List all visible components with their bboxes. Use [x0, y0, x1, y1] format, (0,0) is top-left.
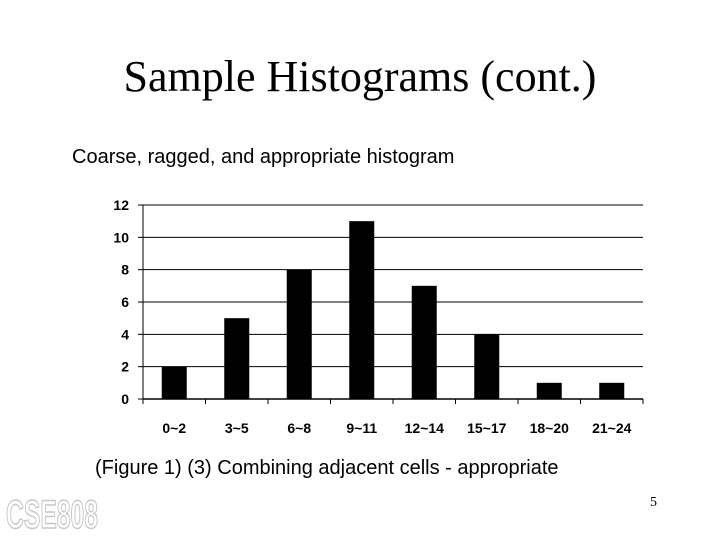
y-tick-label: 10 — [113, 229, 129, 245]
x-axis-ticks: 0~2 3~5 6~8 9~11 12~14 15~17 18~20 21~24 — [142, 399, 644, 436]
y-tick-label: 12 — [113, 197, 129, 213]
x-tick-label: 9~11 — [346, 420, 377, 436]
cse808-logo: CSE808 — [5, 492, 99, 534]
histogram-bar — [411, 285, 437, 399]
histogram-bar — [161, 366, 187, 399]
histogram-bar — [349, 221, 375, 399]
x-tick-label: 6~8 — [287, 420, 311, 436]
y-axis-ticks: 0 2 4 6 8 10 12 — [113, 197, 143, 407]
histogram-bar — [224, 318, 250, 399]
figure-caption: (Figure 1) (3) Combining adjacent cells … — [95, 457, 559, 479]
y-tick-label: 2 — [121, 359, 129, 375]
histogram-bar — [286, 269, 312, 399]
y-tick-label: 6 — [121, 294, 129, 310]
page-number: 5 — [650, 495, 657, 510]
x-tick-label: 3~5 — [225, 420, 249, 436]
x-tick-label: 12~14 — [405, 420, 445, 436]
y-tick-label: 4 — [121, 326, 129, 342]
x-tick-label: 0~2 — [162, 420, 186, 436]
svg-text:CSE808: CSE808 — [6, 493, 98, 534]
x-tick-label: 18~20 — [530, 420, 570, 436]
slide-subtitle: Coarse, ragged, and appropriate histogra… — [72, 146, 455, 168]
y-tick-label: 8 — [121, 262, 129, 278]
x-tick-label: 15~17 — [467, 420, 507, 436]
histogram-chart: 0 2 4 6 8 10 12 0~2 3~5 6~8 9~11 12~14 15~17 18~20 21… — [113, 197, 644, 436]
slide-title: Sample Histograms (cont.) — [123, 52, 597, 101]
x-tick-label: 21~24 — [592, 420, 632, 436]
gridlines — [142, 204, 643, 400]
histogram-bar — [536, 382, 562, 399]
y-tick-label: 0 — [121, 391, 129, 407]
histogram-bar — [474, 334, 500, 399]
bars — [161, 221, 625, 399]
histogram-bar — [599, 382, 625, 399]
